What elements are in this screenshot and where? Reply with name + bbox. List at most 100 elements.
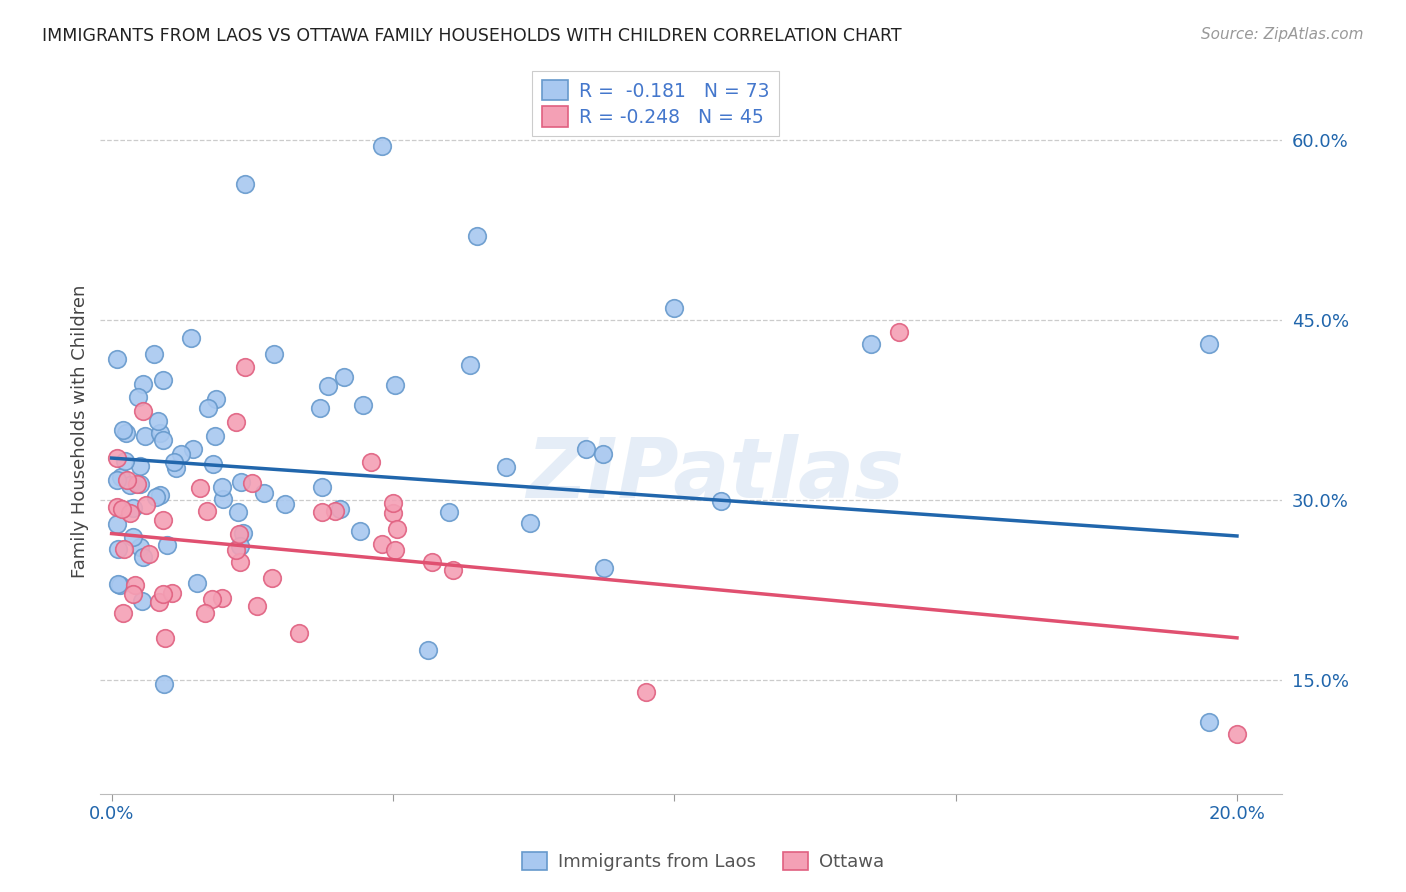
- Point: [889, 325, 911, 339]
- Point: [124, 578, 146, 592]
- Point: [201, 592, 224, 607]
- Point: [710, 494, 733, 508]
- Point: [122, 587, 145, 601]
- Point: [186, 576, 208, 591]
- Point: [134, 428, 156, 442]
- Text: IMMIGRANTS FROM LAOS VS OTTAWA FAMILY HOUSEHOLDS WITH CHILDREN CORRELATION CHART: IMMIGRANTS FROM LAOS VS OTTAWA FAMILY HO…: [42, 27, 901, 45]
- Point: [115, 425, 138, 440]
- Point: [149, 488, 172, 502]
- Point: [333, 370, 356, 384]
- Point: [204, 429, 226, 443]
- Point: [105, 516, 128, 531]
- Point: [349, 524, 371, 538]
- Point: [316, 378, 339, 392]
- Point: [519, 516, 541, 530]
- Point: [152, 373, 174, 387]
- Point: [181, 442, 204, 456]
- Point: [233, 359, 256, 374]
- Point: [135, 498, 157, 512]
- Point: [263, 347, 285, 361]
- Point: [253, 486, 276, 500]
- Point: [111, 423, 134, 437]
- Point: [360, 455, 382, 469]
- Point: [288, 626, 311, 640]
- Point: [129, 477, 152, 491]
- Point: [274, 498, 297, 512]
- Point: [246, 599, 269, 613]
- Point: [323, 504, 346, 518]
- Point: [1226, 727, 1249, 741]
- Point: [145, 491, 167, 505]
- Point: [115, 474, 138, 488]
- Point: [311, 479, 333, 493]
- Point: [467, 229, 489, 244]
- Point: [385, 522, 408, 536]
- Point: [226, 505, 249, 519]
- Point: [118, 506, 141, 520]
- Point: [152, 587, 174, 601]
- Point: [114, 453, 136, 467]
- Point: [575, 442, 598, 456]
- Point: [664, 301, 686, 316]
- Point: [228, 527, 250, 541]
- Point: [163, 455, 186, 469]
- Point: [107, 541, 129, 556]
- Text: Source: ZipAtlas.com: Source: ZipAtlas.com: [1201, 27, 1364, 42]
- Point: [240, 476, 263, 491]
- Point: [308, 401, 330, 416]
- Point: [195, 504, 218, 518]
- Point: [202, 457, 225, 471]
- Point: [212, 491, 235, 506]
- Point: [211, 591, 233, 605]
- Point: [439, 505, 461, 519]
- Point: [636, 685, 658, 699]
- Legend: R =  -0.181   N = 73, R = -0.248   N = 45: R = -0.181 N = 73, R = -0.248 N = 45: [533, 70, 779, 136]
- Legend: Immigrants from Laos, Ottawa: Immigrants from Laos, Ottawa: [515, 845, 891, 879]
- Point: [132, 404, 155, 418]
- Point: [370, 139, 392, 153]
- Point: [112, 542, 135, 557]
- Point: [121, 530, 143, 544]
- Point: [152, 513, 174, 527]
- Point: [329, 502, 352, 516]
- Point: [225, 415, 247, 429]
- Point: [132, 377, 155, 392]
- Point: [441, 563, 464, 577]
- Y-axis label: Family Households with Children: Family Households with Children: [72, 285, 89, 578]
- Point: [122, 500, 145, 515]
- Point: [105, 473, 128, 487]
- Point: [170, 447, 193, 461]
- Point: [260, 571, 283, 585]
- Point: [148, 595, 170, 609]
- Point: [146, 414, 169, 428]
- Point: [420, 555, 443, 569]
- Point: [105, 352, 128, 367]
- Point: [190, 481, 212, 495]
- Point: [131, 593, 153, 607]
- Point: [225, 542, 247, 557]
- Point: [149, 425, 172, 440]
- Point: [1198, 714, 1220, 729]
- Point: [592, 447, 614, 461]
- Point: [232, 526, 254, 541]
- Point: [142, 347, 165, 361]
- Point: [495, 460, 517, 475]
- Point: [112, 606, 135, 620]
- Point: [211, 480, 233, 494]
- Point: [156, 538, 179, 552]
- Point: [132, 549, 155, 564]
- Point: [229, 555, 252, 569]
- Point: [153, 632, 176, 646]
- Point: [108, 578, 131, 592]
- Point: [107, 577, 129, 591]
- Point: [311, 505, 333, 519]
- Point: [194, 606, 217, 620]
- Point: [1198, 337, 1220, 351]
- Point: [138, 548, 160, 562]
- Point: [110, 469, 132, 483]
- Point: [352, 399, 374, 413]
- Point: [205, 392, 228, 406]
- Text: ZIPatlas: ZIPatlas: [526, 434, 904, 515]
- Point: [153, 677, 176, 691]
- Point: [382, 496, 405, 510]
